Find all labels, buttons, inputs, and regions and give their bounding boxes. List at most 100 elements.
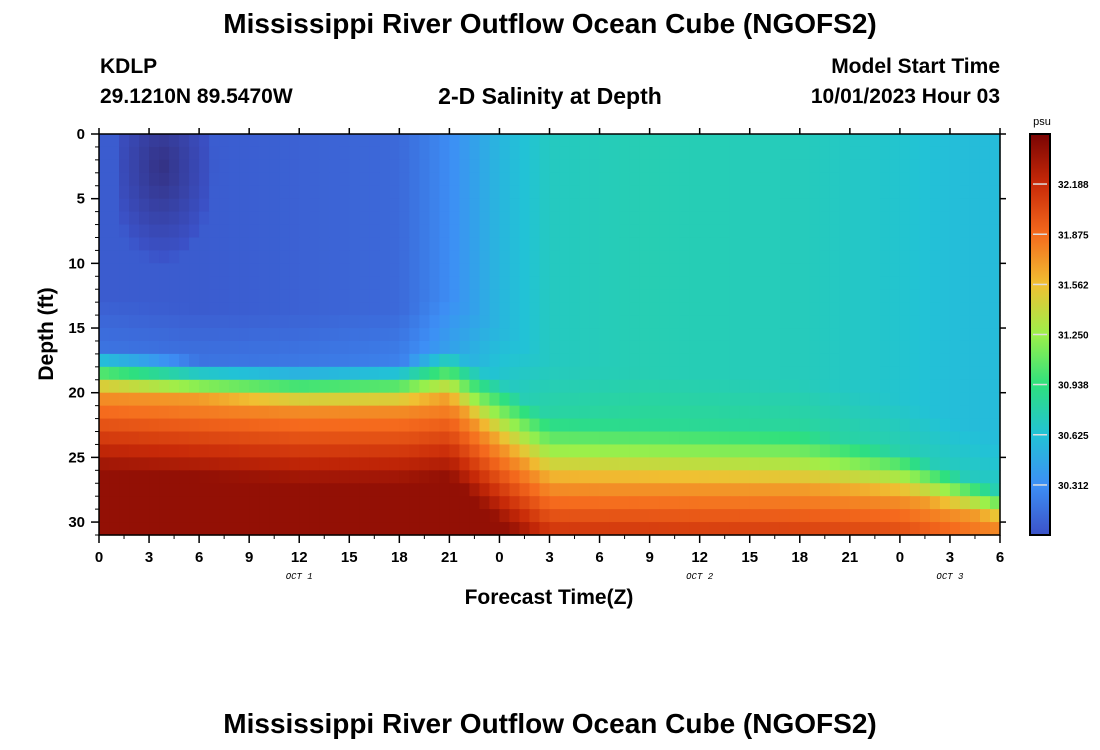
heatmap-cell <box>519 379 531 394</box>
heatmap-cell <box>169 315 180 329</box>
heatmap-cell <box>889 353 901 368</box>
heatmap-cell <box>369 509 380 523</box>
heatmap-cell <box>329 353 340 368</box>
heatmap-cell <box>809 483 821 497</box>
x-tick-label: 21 <box>441 549 458 566</box>
heatmap-cell <box>169 302 180 316</box>
heatmap-cell <box>779 379 791 394</box>
heatmap-cell <box>209 328 220 342</box>
heatmap-cell <box>129 159 140 174</box>
colorbar-unit: psu <box>1033 116 1051 128</box>
heatmap-cell <box>959 159 971 174</box>
heatmap-cell <box>779 211 791 226</box>
heatmap-cell <box>809 366 821 381</box>
heatmap-cell <box>779 185 791 200</box>
heatmap-cell <box>509 134 521 148</box>
heatmap-cell <box>149 405 160 420</box>
heatmap-cell <box>649 444 661 458</box>
heatmap-cell <box>269 198 280 213</box>
heatmap-cell <box>449 483 460 497</box>
heatmap-cell <box>159 250 170 264</box>
heatmap-cell <box>99 418 110 433</box>
heatmap-cell <box>479 470 491 484</box>
heatmap-cell <box>239 263 250 277</box>
heatmap-cell <box>519 224 531 239</box>
heatmap-cell <box>749 224 761 239</box>
heatmap-cell <box>359 509 370 523</box>
heatmap-cell <box>619 392 631 407</box>
heatmap-cell <box>419 198 430 213</box>
heatmap-cell <box>139 392 150 407</box>
heatmap-cell <box>799 431 811 446</box>
heatmap-cell <box>129 276 140 290</box>
heatmap-cell <box>339 211 350 226</box>
heatmap-cell <box>239 444 250 458</box>
heatmap-cell <box>849 289 861 303</box>
heatmap-cell <box>149 237 160 252</box>
heatmap-cell <box>389 405 400 420</box>
heatmap-cell <box>759 276 771 290</box>
heatmap-cell <box>289 470 300 484</box>
heatmap-cell <box>419 289 430 303</box>
heatmap-cell <box>979 522 991 536</box>
heatmap-cell <box>759 340 771 355</box>
heatmap-cell <box>139 146 150 161</box>
heatmap-cell <box>539 392 551 407</box>
heatmap-cell <box>749 418 761 433</box>
heatmap-cell <box>189 263 200 277</box>
heatmap-cell <box>629 353 641 368</box>
heatmap-cell <box>879 379 891 394</box>
heatmap-cell <box>259 198 270 213</box>
heatmap-cell <box>389 340 400 355</box>
heatmap-cell <box>429 444 440 458</box>
heatmap-cell <box>989 302 1001 316</box>
heatmap-cell <box>129 224 140 239</box>
heatmap-cell <box>849 379 861 394</box>
heatmap-cell <box>199 315 210 329</box>
heatmap-cell <box>339 159 350 174</box>
heatmap-cell <box>469 263 481 277</box>
heatmap-cell <box>669 185 681 200</box>
heatmap-cell <box>359 146 370 161</box>
heatmap-cell <box>859 483 871 497</box>
heatmap-cell <box>219 392 230 407</box>
heatmap-cell <box>989 392 1001 407</box>
heatmap-cell <box>839 509 851 523</box>
heatmap-cell <box>199 418 210 433</box>
heatmap-cell <box>319 302 330 316</box>
heatmap-cell <box>179 522 190 536</box>
heatmap-cell <box>779 431 791 446</box>
heatmap-cell <box>789 340 801 355</box>
heatmap-cell <box>449 379 460 394</box>
heatmap-cell <box>789 263 801 277</box>
heatmap-cell <box>809 328 821 342</box>
heatmap-cell <box>759 315 771 329</box>
heatmap-cell <box>189 418 200 433</box>
heatmap-cell <box>339 328 350 342</box>
heatmap-cell <box>929 483 941 497</box>
heatmap-cell <box>689 211 701 226</box>
heatmap-cell <box>419 302 430 316</box>
heatmap-cell <box>909 470 921 484</box>
heatmap-cell <box>789 302 801 316</box>
heatmap-cell <box>129 263 140 277</box>
heatmap-cell <box>309 276 320 290</box>
heatmap-cell <box>469 211 481 226</box>
heatmap-cell <box>729 185 741 200</box>
heatmap-cell <box>449 328 460 342</box>
heatmap-cell <box>809 224 821 239</box>
heatmap-cell <box>419 211 430 226</box>
heatmap-cell <box>789 418 801 433</box>
heatmap-cell <box>489 134 501 148</box>
heatmap-cell <box>609 159 621 174</box>
heatmap-cell <box>519 211 531 226</box>
heatmap-cell <box>399 509 410 523</box>
heatmap-cell <box>359 405 370 420</box>
heatmap-cell <box>859 340 871 355</box>
heatmap-cell <box>299 431 310 446</box>
heatmap-cell <box>539 250 551 264</box>
heatmap-cell <box>899 328 911 342</box>
heatmap-cell <box>649 379 661 394</box>
heatmap-cell <box>819 340 831 355</box>
heatmap-cell <box>389 276 400 290</box>
